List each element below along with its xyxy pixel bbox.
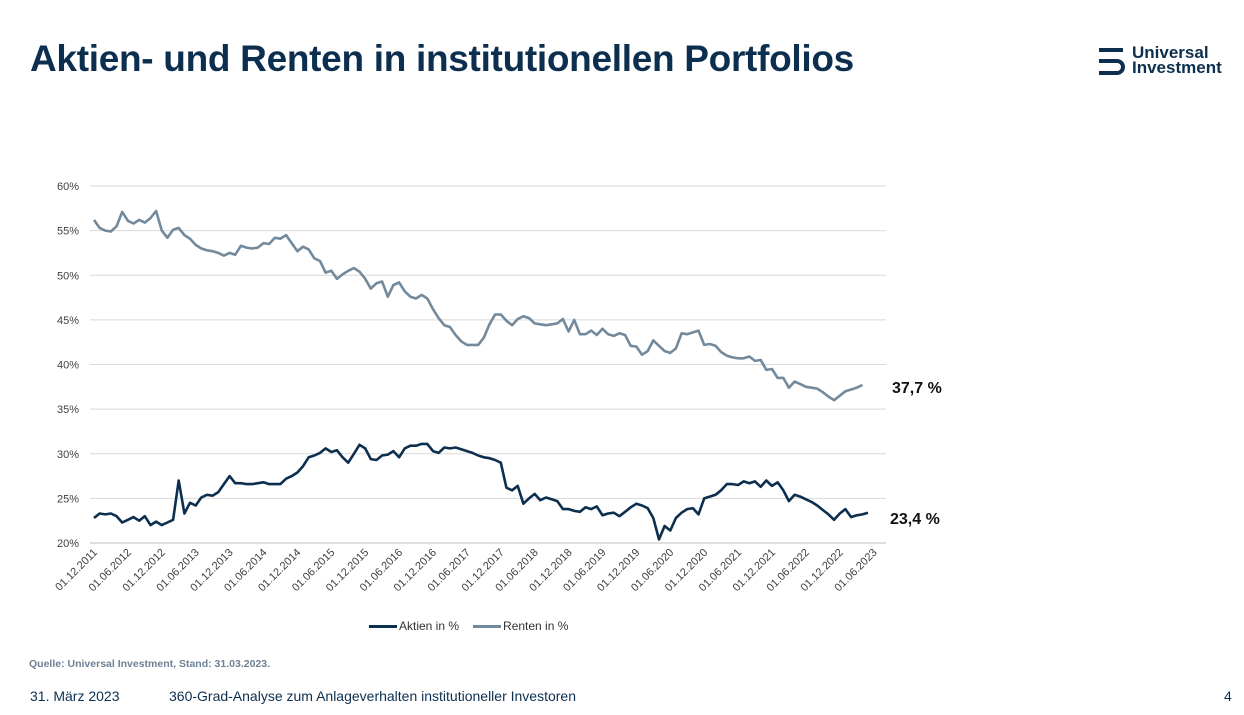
y-tick-label: 35% bbox=[57, 404, 79, 416]
renten-end-label: 37,7 % bbox=[892, 380, 942, 397]
footer-subtitle: 360-Grad-Analyse zum Anlageverhalten ins… bbox=[169, 688, 577, 704]
legend-item-aktien: Aktien in % bbox=[369, 619, 459, 633]
y-tick-label: 60% bbox=[57, 181, 79, 193]
y-tick-label: 55% bbox=[57, 226, 79, 238]
y-tick-label: 30% bbox=[57, 449, 79, 461]
y-tick-label: 20% bbox=[57, 538, 79, 550]
y-tick-label: 40% bbox=[57, 360, 79, 372]
y-tick-label: 50% bbox=[57, 270, 79, 282]
universal-investment-logo: Universal Investment bbox=[1096, 43, 1236, 80]
legend-label-aktien: Aktien in % bbox=[399, 619, 460, 633]
legend-item-renten: Renten in % bbox=[473, 619, 568, 633]
gridlines bbox=[90, 185, 886, 544]
series-lines bbox=[92, 209, 869, 541]
universal-investment-logo-mark-icon bbox=[1099, 48, 1125, 75]
y-axis-ticks: 20% 25% 30% 35% 40% 45% 50% 55% 60% bbox=[57, 181, 79, 550]
y-tick-label: 25% bbox=[57, 493, 79, 505]
aktien-series-line bbox=[93, 442, 869, 541]
legend-label-renten: Renten in % bbox=[503, 619, 569, 633]
x-axis-ticks: 01.12.201101.06.201201.12.201201.06.2013… bbox=[53, 547, 879, 594]
logo-text-line1: Universal bbox=[1132, 43, 1209, 62]
page-title: Aktien- und Renten in institutionellen P… bbox=[30, 38, 854, 79]
renten-series-line bbox=[92, 209, 863, 402]
chart-legend: Aktien in % Renten in % bbox=[369, 619, 568, 633]
legend-swatch-renten bbox=[473, 624, 502, 628]
logo-text-line2: Investment bbox=[1132, 58, 1222, 77]
footer-date: 31. März 2023 bbox=[30, 688, 120, 704]
legend-swatch-aktien bbox=[369, 624, 397, 628]
page-number: 4 bbox=[1224, 688, 1232, 704]
aktien-end-label: 23,4 % bbox=[890, 511, 940, 528]
source-note: Quelle: Universal Investment, Stand: 31.… bbox=[29, 658, 271, 670]
y-tick-label: 45% bbox=[57, 315, 79, 327]
